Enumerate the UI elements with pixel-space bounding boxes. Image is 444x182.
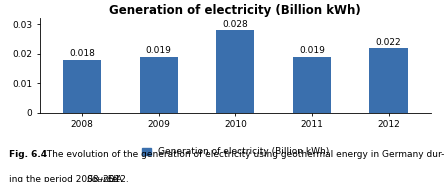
Text: Fig. 6.4: Fig. 6.4 <box>9 150 47 159</box>
Text: 0.019: 0.019 <box>299 46 325 56</box>
Text: Source: Source <box>87 175 118 182</box>
Text: 0.028: 0.028 <box>222 20 248 29</box>
Text: EIA: EIA <box>105 175 123 182</box>
Text: ing the period 2008–2012.: ing the period 2008–2012. <box>9 175 131 182</box>
Text: The evolution of the generation of electricity using geothermal energy in German: The evolution of the generation of elect… <box>41 150 444 159</box>
Text: 0.018: 0.018 <box>69 50 95 58</box>
Bar <box>139 57 178 113</box>
Text: 0.022: 0.022 <box>376 38 401 47</box>
Bar <box>293 57 331 113</box>
Title: Generation of electricity (Billion kWh): Generation of electricity (Billion kWh) <box>109 4 361 17</box>
Bar <box>63 60 101 113</box>
Legend: Generation of electricity (Billion kWh): Generation of electricity (Billion kWh) <box>138 144 333 160</box>
Text: 0.019: 0.019 <box>146 46 172 56</box>
Bar <box>369 48 408 113</box>
Bar <box>216 30 254 113</box>
